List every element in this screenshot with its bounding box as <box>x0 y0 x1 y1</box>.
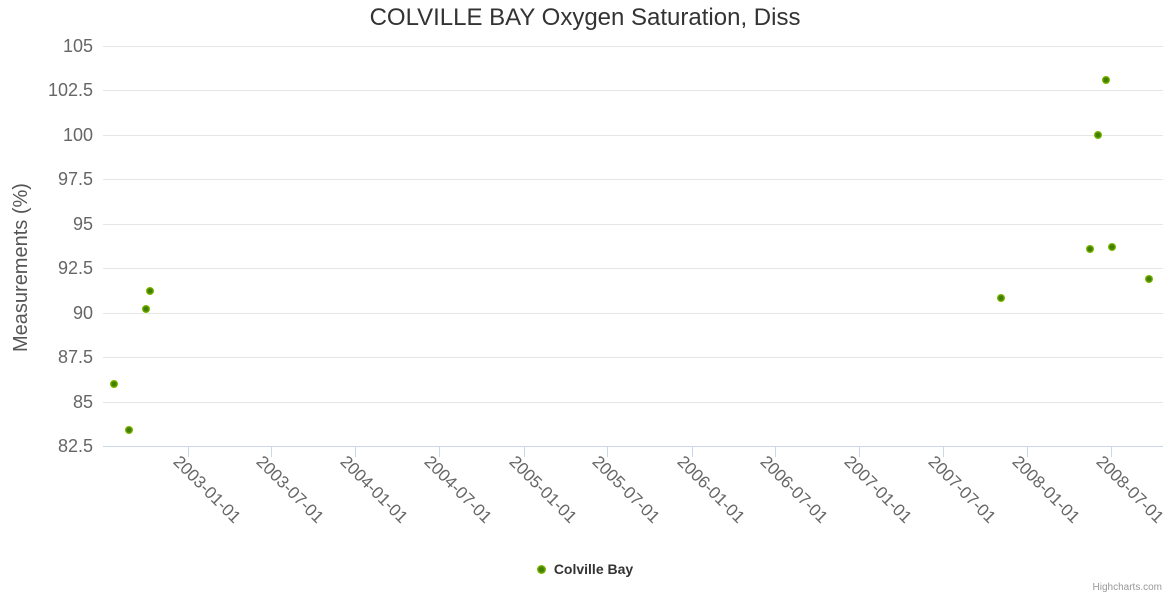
data-point[interactable] <box>124 426 133 434</box>
x-axis-tick-label: 2007-01-01 <box>841 452 916 527</box>
data-point[interactable] <box>1102 75 1111 84</box>
chart-title: COLVILLE BAY Oxygen Saturation, Diss <box>369 4 801 31</box>
y-gridline <box>103 179 1163 181</box>
y-axis-tick-label: 85 <box>72 391 93 412</box>
x-axis-line <box>103 446 1163 447</box>
x-axis-tick-label: 2005-01-01 <box>505 452 581 527</box>
x-axis-tick <box>607 447 609 457</box>
x-axis-tick <box>523 447 525 457</box>
x-axis-tick <box>859 447 861 457</box>
data-point[interactable] <box>1086 244 1095 253</box>
data-point[interactable] <box>1144 274 1153 283</box>
y-axis-tick-label: 90 <box>72 302 93 323</box>
y-axis-tick-label: 97.5 <box>57 169 93 190</box>
credits-link[interactable]: Highcharts.com <box>1092 582 1162 593</box>
y-gridline <box>103 223 1163 225</box>
x-axis-tick <box>439 447 441 457</box>
y-gridline <box>103 268 1163 270</box>
y-gridline <box>103 357 1163 359</box>
x-axis-tick <box>270 447 272 457</box>
data-point[interactable] <box>141 305 150 314</box>
y-gridline <box>103 312 1163 314</box>
x-axis-tick-label: 2006-07-01 <box>756 452 832 527</box>
y-gridline <box>103 46 1163 47</box>
x-axis-tick <box>187 447 189 457</box>
y-axis-tick-label: 95 <box>72 213 93 234</box>
x-axis-tick-label: 2003-07-01 <box>252 452 328 527</box>
x-axis-tick <box>355 447 357 457</box>
x-axis-tick-label: 2008-07-01 <box>1092 452 1168 527</box>
data-point[interactable] <box>145 287 154 296</box>
y-axis-tick-label: 100 <box>62 124 93 145</box>
y-axis-tick-label: 92.5 <box>57 258 93 279</box>
x-axis-tick <box>691 447 693 457</box>
x-axis-tick-label: 2006-01-01 <box>673 452 749 527</box>
x-axis-tick <box>1111 447 1113 457</box>
legend-item-label: Colville Bay <box>553 561 634 577</box>
x-axis-tick <box>774 447 776 457</box>
y-axis-tick-label: 87.5 <box>57 347 93 368</box>
x-axis-tick-label: 2004-01-01 <box>337 452 412 527</box>
x-axis-tick-label: 2008-01-01 <box>1008 452 1084 527</box>
x-axis-tick <box>942 447 944 457</box>
data-point[interactable] <box>1093 130 1102 139</box>
legend-marker-icon <box>536 564 546 574</box>
legend[interactable]: Colville Bay <box>0 561 1170 577</box>
data-point[interactable] <box>1108 242 1117 251</box>
x-axis-tick-label: 2004-07-01 <box>420 452 496 527</box>
y-axis-tick-label: 105 <box>62 36 93 56</box>
x-axis-tick <box>1027 447 1029 457</box>
y-axis-tick-label: 102.5 <box>47 80 93 101</box>
y-axis-tick-label: 82.5 <box>57 436 93 456</box>
x-axis-tick-label: 2005-07-01 <box>588 452 664 527</box>
x-axis-tick-label: 2007-07-01 <box>924 452 1000 527</box>
y-gridline <box>103 401 1163 403</box>
y-gridline <box>103 90 1163 92</box>
y-gridline <box>103 134 1163 136</box>
x-axis-tick-label: 2003-01-01 <box>169 452 245 527</box>
data-point[interactable] <box>109 379 118 388</box>
data-point[interactable] <box>997 294 1006 303</box>
